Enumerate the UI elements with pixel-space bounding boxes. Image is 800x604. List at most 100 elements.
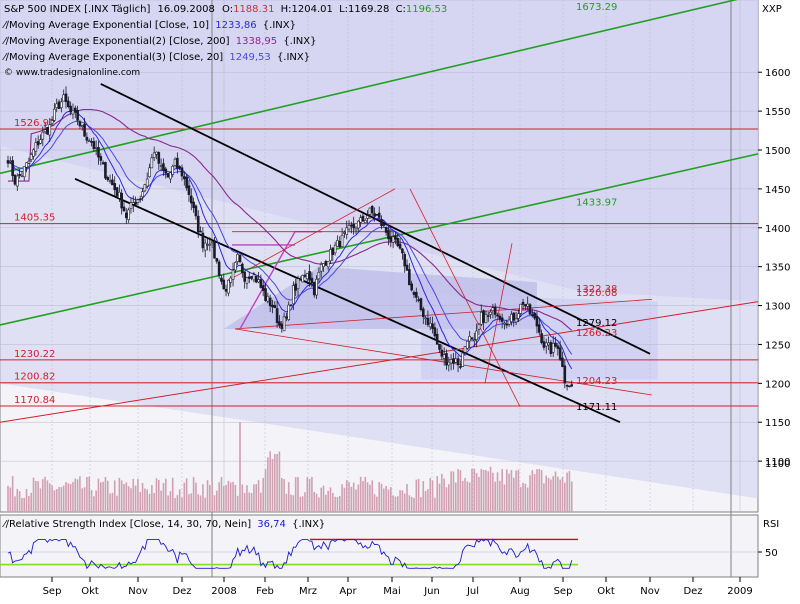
- volume-bar: [561, 477, 564, 512]
- candle-body: [29, 154, 33, 160]
- volume-bar: [464, 477, 466, 512]
- candle-body: [122, 206, 126, 212]
- volume-bar: [220, 476, 223, 512]
- candle-body: [282, 316, 286, 332]
- candle-body: [299, 278, 302, 281]
- x-tick-label-13: Okt: [597, 586, 615, 597]
- candle-body: [159, 165, 163, 167]
- candle-body: [470, 337, 474, 339]
- candle-body: [463, 346, 467, 353]
- volume-bar: [338, 495, 341, 512]
- volume-bar: [236, 495, 239, 512]
- candle-body: [127, 209, 130, 221]
- candle-body: [206, 244, 209, 246]
- candle-body: [507, 319, 511, 325]
- volume-bar: [524, 483, 527, 512]
- volume-bar: [438, 483, 441, 512]
- volume-bar: [434, 497, 436, 512]
- y-tick-label-6: 1400: [765, 224, 790, 235]
- level-label-3: 1200.82: [14, 372, 55, 383]
- candle-body: [445, 353, 448, 366]
- candle-body: [514, 318, 518, 323]
- volume-bar: [202, 484, 204, 512]
- candle-body: [257, 279, 260, 283]
- candle-body: [486, 315, 490, 317]
- volume-bar: [378, 482, 380, 512]
- volume-bar: [65, 482, 67, 512]
- volume-bar: [487, 471, 490, 512]
- candle-body: [391, 236, 395, 243]
- volume-bar: [568, 471, 571, 512]
- candle-body: [554, 342, 557, 347]
- candle-body: [189, 195, 193, 204]
- volume-bar: [37, 481, 39, 512]
- candle-body: [48, 124, 52, 136]
- candle-body: [482, 310, 485, 323]
- candle-body: [145, 178, 149, 187]
- volume-bar: [213, 495, 216, 512]
- candle-body: [401, 248, 404, 254]
- candle-body: [271, 304, 274, 308]
- candle-body: [549, 342, 553, 354]
- volume-bar: [459, 470, 462, 512]
- volume-bar: [536, 469, 538, 512]
- candle-body: [317, 271, 321, 280]
- volume-bar: [204, 497, 206, 512]
- volume-bar: [387, 489, 390, 512]
- candle-body: [459, 366, 462, 368]
- volume-bar: [181, 497, 183, 512]
- candle-body: [322, 263, 325, 267]
- candle-body: [180, 167, 184, 177]
- candle-body: [111, 179, 114, 186]
- volume-bar: [134, 485, 137, 512]
- candle-body: [498, 315, 502, 320]
- volume-bar: [341, 484, 343, 512]
- indicator-ema200: ⁄∕Moving Average Exponential(2) [Close, …: [2, 36, 317, 47]
- open-value: 1188.31: [233, 4, 274, 15]
- candle-body: [510, 313, 513, 323]
- volume-bar: [322, 485, 325, 512]
- volume-bar: [394, 496, 397, 512]
- candle-body: [62, 94, 65, 102]
- candle-body: [78, 121, 82, 127]
- volume-bar: [503, 484, 506, 512]
- candle-body: [503, 322, 506, 325]
- candle-body: [69, 105, 72, 113]
- volume-bar: [315, 493, 318, 512]
- candle-body: [238, 255, 242, 263]
- volume-bar: [67, 483, 70, 512]
- x-tick-label-0: Sep: [43, 586, 62, 597]
- volume-bar: [550, 479, 552, 512]
- candle-body: [519, 303, 523, 314]
- candle-body: [113, 183, 117, 191]
- candle-body: [428, 322, 432, 328]
- volume-bar: [229, 482, 232, 512]
- volume-bar: [422, 481, 425, 512]
- candle-body: [55, 103, 59, 108]
- volume-bar: [76, 479, 79, 512]
- volume-bar: [352, 482, 355, 512]
- candle-body: [359, 217, 362, 223]
- candle-body: [324, 261, 328, 266]
- candle-body: [533, 312, 536, 319]
- volume-bar: [60, 487, 63, 512]
- volume-bar: [267, 457, 269, 512]
- volume-bar: [48, 483, 51, 512]
- volume-bar: [519, 487, 522, 512]
- y-axis-ticks: 1100 1150 1200 1250 1300 1350 1400 1450 1500 1550…: [758, 68, 790, 470]
- trend-green-lower: [0, 153, 759, 326]
- candle-body: [366, 215, 369, 219]
- volume-bar: [167, 495, 169, 512]
- volume-bar: [206, 480, 209, 512]
- volume-bar: [35, 480, 37, 512]
- volume-bar: [158, 479, 160, 512]
- volume-bar: [290, 494, 292, 512]
- volume-bar: [195, 482, 197, 512]
- candle-body: [36, 141, 40, 146]
- candle-body: [243, 271, 246, 282]
- low-value: 1169.28: [348, 4, 389, 15]
- candle-body: [417, 299, 420, 302]
- candle-body: [285, 316, 288, 319]
- candle-body: [157, 152, 161, 164]
